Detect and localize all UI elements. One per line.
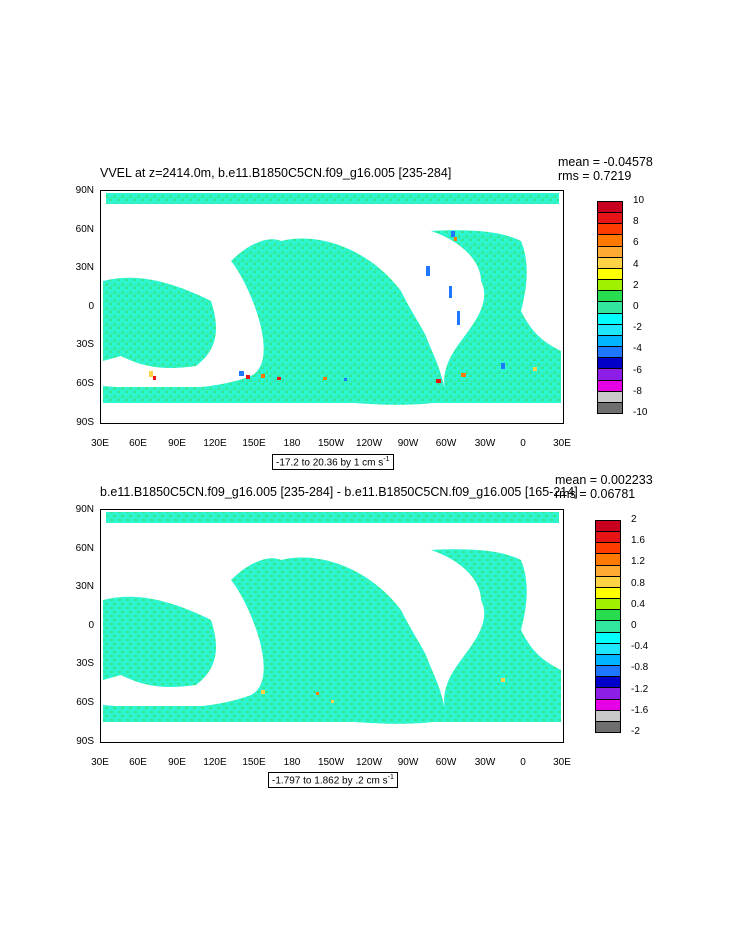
panel-1-lon-label: 120E: [203, 438, 227, 449]
panel-1-lon-label: 30W: [474, 438, 496, 449]
panel-1-lat-label: 30N: [75, 262, 94, 273]
panel-2-lon-label: 60W: [435, 757, 457, 768]
panel-2-lon-label: 180: [283, 757, 301, 768]
panel-1-mean: mean = -0.04578: [558, 155, 653, 169]
panel-1-lon-label: 30E: [91, 438, 109, 449]
panel-2-lon-label: 30E: [91, 757, 109, 768]
colorbar-label: 2: [631, 514, 637, 525]
colorbar-label: 10: [633, 195, 645, 206]
panel-2-lat-label: 60S: [76, 697, 94, 708]
colorbar-label: -1.2: [631, 683, 649, 695]
panel-2-range-sup: -1: [387, 774, 394, 781]
panel-2-lon-label: 60E: [129, 757, 147, 768]
colorbar-label: -4: [633, 343, 642, 355]
colorbar-label: 0.4: [631, 598, 645, 610]
panel-1-lat-label: 30S: [76, 339, 94, 350]
panel-1-map: [100, 190, 564, 424]
panel-2-mean: mean = 0.002233: [555, 473, 653, 487]
panel-1-lon-label: 90W: [397, 438, 419, 449]
panel-2-lon-label: 30E: [553, 757, 571, 768]
panel-2-range-text: -1.797 to 1.862 by .2 cm s: [272, 775, 388, 787]
panel-1-lon-label: 180: [283, 438, 301, 449]
panel-2-map: [100, 509, 564, 743]
panel-2-lon-label: 150W: [317, 757, 345, 768]
panel-2-lat-label: 90N: [75, 504, 94, 515]
panel-1-lon-label: 120W: [355, 438, 383, 449]
panel-2-anomalies: [261, 678, 505, 703]
colorbar-swatch: [595, 720, 621, 733]
panel-2-lat-label: 0: [88, 620, 94, 631]
colorbar-swatch: [597, 401, 623, 414]
colorbar-label: 4: [633, 258, 639, 270]
panel-1-map-svg: [103, 193, 561, 405]
panel-1-lon-label: 0: [520, 438, 526, 449]
panel-1-lon-label: 30E: [553, 438, 571, 449]
colorbar-label: -0.4: [631, 641, 649, 653]
panel-1-lat-label: 0: [88, 301, 94, 312]
panel-1-colorbar: 10 8 6 4 2 0 -2 -4 -6 -8 -10: [597, 195, 677, 418]
panel-2-lat-label: 30S: [76, 658, 94, 669]
panel-1-lon-label: 60W: [435, 438, 457, 449]
panel-2-lon-label: 90E: [168, 757, 186, 768]
panel-2-lon-label: 90W: [397, 757, 419, 768]
panel-1-lon-label: 150E: [242, 438, 266, 449]
panel-1-lon-label: 150W: [317, 438, 345, 449]
panel-1-lon-label: 90E: [168, 438, 186, 449]
panel-2-range-box: -1.797 to 1.862 by .2 cm s-1: [268, 772, 398, 789]
panel-1-rms: rms = 0.7219: [558, 169, 632, 183]
colorbar-label: 0: [631, 620, 637, 631]
panel-1-lat-label: 60N: [75, 224, 94, 235]
panel-2-lon-label: 120E: [203, 757, 227, 768]
panel-2-lat-label: 60N: [75, 543, 94, 554]
panel-2-lat-label: 90S: [76, 736, 94, 747]
panel-2-lat-label: 30N: [75, 581, 94, 592]
colorbar-label: 1.6: [631, 535, 645, 547]
panel-2-map-svg: [103, 512, 561, 724]
colorbar-label: -10: [633, 407, 648, 418]
panel-2-colorbar: 2 1.6 1.2 0.8 0.4 0 -0.4 -0.8 -1.2 -1.6 -2: [595, 514, 675, 737]
colorbar-label: 0.8: [631, 577, 645, 589]
panel-1-range-sup: -1: [383, 456, 390, 463]
colorbar-label: -6: [633, 364, 642, 376]
panel-2-ocean: [103, 512, 561, 724]
panel-2-lon-label: 0: [520, 757, 526, 768]
panel-1-lat-label: 90N: [75, 185, 94, 196]
panel-2-title: b.e11.B1850C5CN.f09_g16.005 [235-284] - …: [100, 485, 578, 499]
colorbar-label: -2: [631, 726, 640, 737]
panel-1-lat-label: 90S: [76, 417, 94, 428]
panel-1-title: VVEL at z=2414.0m, b.e11.B1850C5CN.f09_g…: [100, 166, 452, 180]
colorbar-label: -2: [633, 322, 642, 334]
panel-1-lon-label: 60E: [129, 438, 147, 449]
panel-2-lon-label: 150E: [242, 757, 266, 768]
panel-2-lon-label: 30W: [474, 757, 496, 768]
colorbar-label: 6: [633, 237, 639, 249]
panel-1-range-text: -17.2 to 20.36 by 1 cm s: [276, 457, 384, 469]
panel-1-lat-label: 60S: [76, 378, 94, 389]
panel-2-rms: rms = 0.06781: [555, 487, 636, 501]
colorbar-label: -1.6: [631, 704, 649, 716]
colorbar-label: 2: [633, 279, 639, 291]
panel-1-ocean: [103, 193, 561, 405]
colorbar-label: -0.8: [631, 662, 649, 674]
colorbar-label: 8: [633, 216, 639, 228]
colorbar-label: -8: [633, 385, 642, 397]
panel-2-lon-label: 120W: [355, 757, 383, 768]
colorbar-label: 0: [633, 301, 639, 312]
panel-1-anomalies: [149, 231, 537, 383]
panel-1-range-box: -17.2 to 20.36 by 1 cm s-1: [272, 454, 394, 471]
colorbar-label: 1.2: [631, 556, 645, 568]
